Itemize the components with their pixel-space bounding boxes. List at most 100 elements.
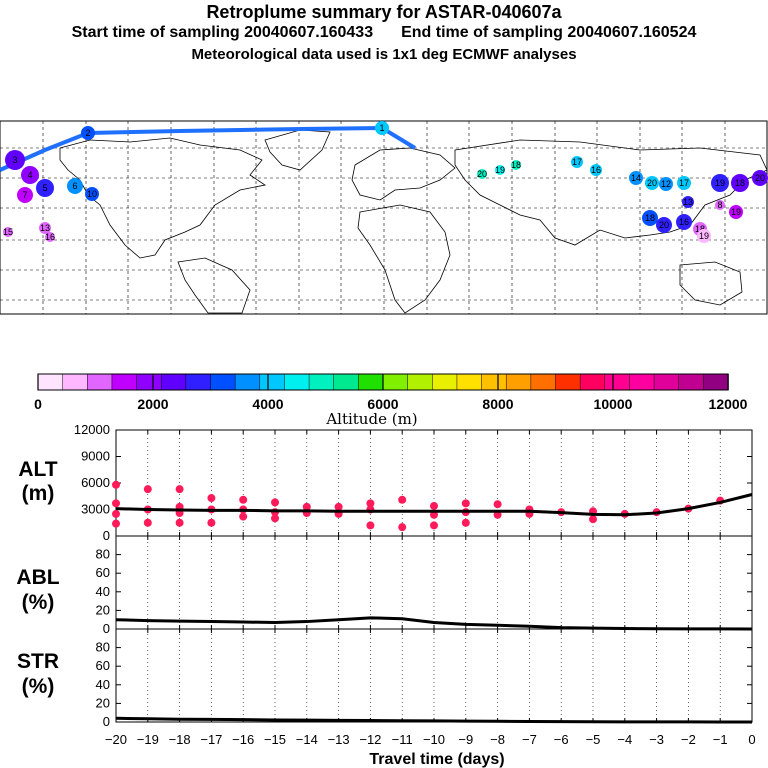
trajectory-cluster-marker bbox=[645, 176, 659, 190]
colorbar-swatch bbox=[505, 373, 532, 391]
trajectory-cluster-marker bbox=[45, 232, 55, 242]
australia-coast bbox=[679, 261, 743, 306]
alt-label-line1: ALT bbox=[18, 458, 57, 481]
colorbar-swatch bbox=[333, 373, 360, 391]
trajectory-day-label: 2 bbox=[85, 128, 90, 138]
x-tick-label: −6 bbox=[554, 732, 569, 747]
colorbar-swatch bbox=[456, 373, 483, 391]
end-sampling-text: End time of sampling 20040607.160524 bbox=[401, 24, 697, 41]
trajectory-cluster-marker bbox=[5, 150, 25, 170]
y-tick-label: 3000 bbox=[81, 502, 110, 517]
x-tick-label: −18 bbox=[169, 732, 191, 747]
trajectory-day-label: 19 bbox=[699, 231, 709, 241]
trajectory-cluster-marker bbox=[642, 210, 658, 226]
alt-cluster-point bbox=[461, 518, 470, 527]
trajectory-day-label: 7 bbox=[22, 190, 27, 200]
alt-cluster-point bbox=[493, 510, 502, 519]
x-tick-label: −20 bbox=[105, 732, 127, 747]
trajectory-day-label: 12 bbox=[661, 179, 671, 189]
series-line-alt bbox=[115, 493, 753, 517]
alt-cluster-point bbox=[112, 519, 120, 528]
alt-cluster-point bbox=[589, 515, 597, 524]
x-tick-label: −8 bbox=[490, 732, 505, 747]
colorbar-swatch bbox=[259, 373, 286, 391]
colorbar-swatch bbox=[62, 373, 89, 391]
colorbar-swatch bbox=[579, 373, 606, 391]
trajectory-day-label: 20 bbox=[659, 220, 669, 230]
x-tick-label: −12 bbox=[359, 732, 381, 747]
colorbar-swatch bbox=[432, 373, 458, 391]
alt-cluster-point bbox=[112, 480, 120, 489]
alt-label-line2: (m) bbox=[22, 482, 55, 505]
alt-cluster-point bbox=[143, 518, 152, 527]
trajectory-cluster-marker bbox=[715, 200, 725, 210]
alt-cluster-point bbox=[302, 502, 311, 511]
met-data-text: Meteorological data used is 1x1 deg ECMW… bbox=[191, 46, 577, 63]
alt-cluster-point bbox=[366, 499, 375, 508]
colorbar-swatch bbox=[678, 373, 705, 391]
colorbar-swatch bbox=[407, 373, 434, 391]
alt-cluster-point bbox=[430, 521, 438, 530]
y-tick-label: 6000 bbox=[81, 475, 110, 490]
trajectory-day-label: 18 bbox=[695, 224, 705, 234]
trajectory-cluster-marker bbox=[67, 178, 83, 194]
trajectory-day-label: 17 bbox=[572, 157, 582, 167]
alt-cluster-point bbox=[430, 501, 438, 510]
alt-cluster-point bbox=[239, 512, 248, 521]
x-tick-label: −16 bbox=[232, 732, 254, 747]
trajectory-cluster-marker bbox=[682, 196, 694, 208]
y-tick-label: 80 bbox=[96, 640, 110, 655]
x-tick-label: −5 bbox=[586, 732, 601, 747]
colorbar-swatch bbox=[481, 373, 507, 391]
x-tick-label: −17 bbox=[200, 732, 222, 747]
sampling-times: Start time of sampling 20040607.160433 En… bbox=[0, 24, 768, 42]
alt-cluster-point bbox=[207, 518, 216, 527]
asia-coast bbox=[454, 139, 768, 246]
x-tick-label: −11 bbox=[392, 732, 413, 747]
colorbar-swatch bbox=[284, 373, 310, 391]
alt-cluster-point bbox=[398, 495, 407, 504]
trajectory-day-label: 17 bbox=[679, 178, 689, 188]
chart-title: Retroplume summary for ASTAR-040607a bbox=[206, 2, 562, 22]
colorbar-swatch bbox=[37, 373, 64, 391]
colorbar-ticks: 0 2000 4000 6000 8000 10000 12000 bbox=[34, 374, 748, 412]
colorbar-swatch bbox=[604, 373, 631, 391]
colorbar-tick-label: 2000 bbox=[137, 396, 168, 412]
trajectory-cluster-marker bbox=[81, 126, 95, 140]
x-axis-ticks: −20 −19 −18 −17 −16 −15 −14 −13 −12 −11 −10 −9 −8 −7−… bbox=[105, 430, 756, 747]
colorbar-tick-label: 10000 bbox=[594, 396, 633, 412]
trajectory-cluster-marker bbox=[21, 166, 39, 184]
x-tick-label: −7 bbox=[522, 732, 537, 747]
alt-cluster-point bbox=[175, 485, 184, 494]
alt-cluster-point bbox=[366, 521, 375, 530]
trajectory-day-label: 10 bbox=[87, 189, 97, 199]
trajectory-cluster-marker bbox=[590, 164, 602, 176]
trajectory-day-label: 20 bbox=[477, 169, 487, 179]
y-tick-label: 60 bbox=[96, 565, 110, 580]
colorbar-swatch bbox=[308, 373, 335, 391]
x-tick-label: −3 bbox=[649, 732, 664, 747]
trajectory-day-label: 20 bbox=[647, 178, 657, 188]
y-tick-label: 40 bbox=[96, 584, 110, 599]
x-tick-label: −9 bbox=[458, 732, 473, 747]
trajectory-cluster-marker bbox=[697, 229, 711, 243]
trajectory-cluster-marker bbox=[731, 174, 749, 192]
alt-cluster-point bbox=[430, 510, 438, 519]
trajectory-cluster-marker bbox=[571, 156, 583, 168]
colorbar-label: Altitude (m) bbox=[325, 410, 417, 428]
trajectory-day-label: 19 bbox=[495, 165, 505, 175]
colorbar-swatch bbox=[555, 373, 581, 391]
x-tick-label: −19 bbox=[137, 732, 159, 747]
alt-cluster-point bbox=[271, 514, 279, 523]
y-tick-label: 60 bbox=[96, 658, 110, 673]
x-tick-label: −10 bbox=[423, 732, 445, 747]
alt-cluster-point bbox=[239, 495, 248, 504]
trajectory-day-label: 18 bbox=[645, 213, 655, 223]
south-america-coast bbox=[177, 257, 251, 314]
trajectory-cluster-marker bbox=[711, 174, 729, 192]
alt-cluster-point bbox=[112, 499, 120, 508]
x-tick-label: −4 bbox=[617, 732, 632, 747]
trajectory-day-label: 19 bbox=[715, 178, 725, 188]
